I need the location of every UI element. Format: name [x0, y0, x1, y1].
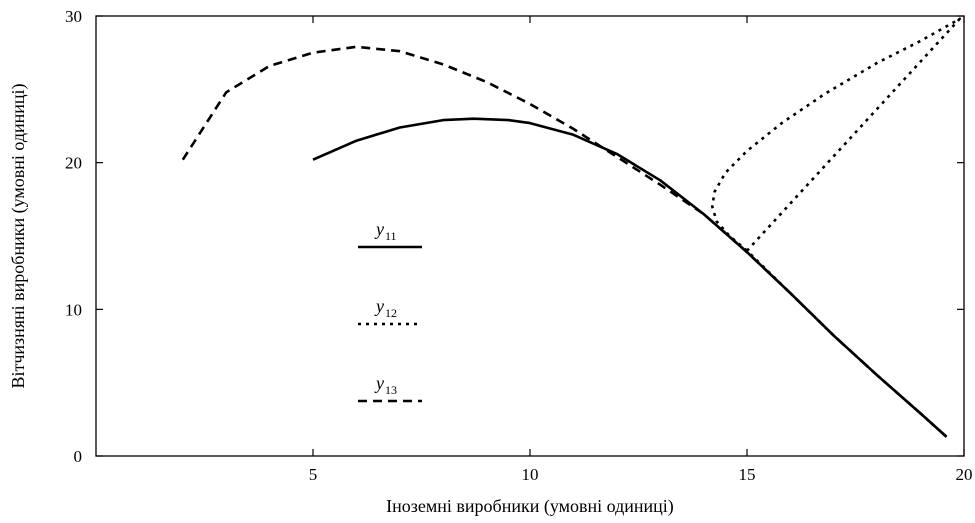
- series-line-y12: [710, 17, 962, 438]
- legend-subscript: 13: [385, 383, 397, 397]
- x-tick-label: 20: [956, 465, 973, 484]
- axis-ticks: 5 10 15 20 0 10 20 30: [65, 7, 973, 484]
- legend-symbol: y: [374, 296, 384, 316]
- y-tick-label: 20: [65, 154, 82, 173]
- legend-label-y13: y13: [374, 373, 397, 397]
- plot-frame: [95, 15, 965, 457]
- x-tick-label: 15: [739, 465, 756, 484]
- y-tick-label: 10: [65, 300, 82, 319]
- series-line-y13: [181, 45, 948, 438]
- y-tick-label: 30: [65, 7, 82, 26]
- legend-subscript: 12: [385, 306, 397, 320]
- x-tick-label: 5: [309, 465, 318, 484]
- x-axis-title: Іноземні виробники (умовні одиниці): [386, 496, 674, 517]
- y-tick-label: 0: [74, 447, 83, 466]
- legend-subscript: 11: [385, 229, 397, 243]
- legend-label-y11: y11: [374, 219, 397, 243]
- series-layer: [181, 17, 962, 438]
- series-line-y11: [312, 117, 948, 438]
- y-axis-title: Вітчизняні виробники (умовні одиниці): [8, 83, 29, 388]
- legend-label-y12: y12: [374, 296, 397, 320]
- legend-symbol: y: [374, 373, 384, 393]
- legend-symbol: y: [374, 219, 384, 239]
- x-tick-label: 10: [522, 465, 539, 484]
